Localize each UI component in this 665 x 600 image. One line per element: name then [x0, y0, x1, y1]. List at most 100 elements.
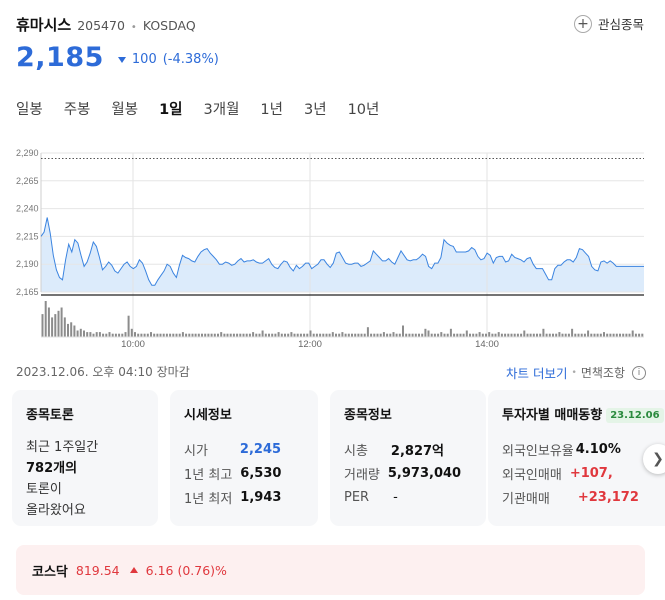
- volume-bar: [287, 333, 290, 337]
- tab-5[interactable]: 1년: [260, 102, 283, 118]
- tab-0[interactable]: 일봉: [16, 102, 43, 118]
- volume-bar: [516, 333, 519, 337]
- discussion-text: 최근 1주일간 782개의 토론이 올라왔어요: [26, 437, 144, 521]
- volume-bar: [130, 328, 133, 337]
- market-name: KOSDAQ: [142, 18, 196, 33]
- chevron-right-icon: ❯: [652, 451, 664, 467]
- volume-bar: [63, 317, 66, 337]
- volume-bar: [98, 332, 101, 337]
- volume-bar: [507, 333, 510, 337]
- volume-bar: [169, 333, 172, 337]
- volume-bar: [299, 333, 302, 337]
- volume-bar: [331, 332, 334, 337]
- more-chart-link[interactable]: 차트 더보기: [506, 366, 568, 381]
- next-card-button[interactable]: ❯: [643, 444, 665, 474]
- volume-bar: [341, 332, 344, 337]
- volume-bar: [354, 333, 357, 337]
- kv-value: +107,: [569, 465, 613, 481]
- volume-bar: [395, 333, 398, 337]
- volume-bar: [599, 333, 602, 337]
- volume-bar: [204, 333, 207, 337]
- discussion-line: 토론이: [26, 482, 62, 497]
- investor-trend-card[interactable]: 투자자별 매매동향 23.12.06 외국인보유율 4.10% 외국인매매 +10…: [488, 390, 665, 526]
- volume-bar: [497, 332, 500, 337]
- info-icon[interactable]: i: [632, 365, 646, 380]
- volume-bar: [338, 333, 341, 337]
- volume-bar: [641, 333, 644, 337]
- volume-bar: [561, 333, 564, 337]
- price-chart[interactable]: 2,290 2,265 2,240 2,215 2,190 2,165 10:00 12:00…: [0, 143, 665, 353]
- x-tick-label: 14:00: [475, 339, 499, 350]
- volume-bar: [558, 332, 561, 337]
- volume-bar: [162, 333, 165, 337]
- volume-bar: [469, 333, 471, 337]
- volume-bar: [443, 333, 446, 337]
- tab-4[interactable]: 3개월: [203, 102, 240, 118]
- volume-bar: [89, 332, 92, 337]
- volume-bar: [181, 332, 184, 337]
- volume-bar: [485, 333, 487, 337]
- title-row: 휴마시스 205470 • KOSDAQ: [16, 14, 656, 35]
- volume-bar: [398, 333, 401, 337]
- market-cap-row: 시총 2,827억: [344, 437, 472, 461]
- volume-bar: [328, 333, 331, 337]
- chart-links: 차트 더보기 • 면책조항 i: [506, 363, 646, 382]
- volume-bar: [213, 333, 216, 337]
- volume-bar: [303, 333, 306, 337]
- volume-bar: [520, 333, 523, 337]
- volume-bar: [319, 333, 322, 337]
- volume-bar: [587, 330, 590, 337]
- y-tick-label: 2,190: [16, 259, 39, 269]
- volume-bar: [178, 333, 181, 337]
- volume-bar: [456, 333, 459, 337]
- volume-bar: [312, 333, 315, 337]
- volume-bar: [261, 330, 264, 337]
- volume-bar: [542, 328, 545, 337]
- volume-bar: [402, 325, 404, 337]
- volume-bar: [577, 333, 580, 337]
- volume-bar: [545, 333, 548, 337]
- volume-bar: [242, 333, 245, 337]
- stock-info-card[interactable]: 종목정보 시총 2,827억 거래량 5,973,040 PER -: [330, 390, 486, 526]
- volume-bar: [357, 333, 360, 337]
- volume-bar: [210, 333, 213, 337]
- volume-bar: [102, 333, 105, 337]
- volume-bar: [526, 333, 529, 337]
- investor-title: 투자자별 매매동향: [502, 408, 603, 423]
- volume-bar: [552, 333, 554, 337]
- tab-6[interactable]: 3년: [303, 102, 327, 118]
- volume-bar: [392, 332, 395, 337]
- year-low-row: 1년 최저 1,943: [184, 485, 304, 509]
- volume-bar: [79, 328, 82, 337]
- stock-name[interactable]: 휴마시스: [16, 16, 72, 34]
- kv-value: 5,973,040: [387, 465, 462, 481]
- card-title: 종목정보: [344, 408, 392, 423]
- volume-bar: [373, 333, 376, 337]
- kv-value: 6,530: [240, 465, 282, 481]
- discussion-card[interactable]: 종목토론 최근 1주일간 782개의 토론이 올라왔어요: [12, 390, 158, 526]
- volume-bar: [111, 333, 114, 337]
- kv-key: 시총: [344, 443, 368, 459]
- watchlist-button[interactable]: + 관심종목: [573, 14, 644, 33]
- stock-header: 휴마시스 205470 • KOSDAQ + 관심종목 2,185 100 (-…: [16, 14, 656, 84]
- volume-bar: [430, 333, 433, 337]
- volume-bar: [347, 333, 350, 337]
- volume-bar: [191, 333, 194, 337]
- volume-bar: [488, 332, 491, 337]
- volume-bar: [137, 333, 140, 337]
- volume-bar: [491, 333, 494, 337]
- tab-2[interactable]: 월봉: [111, 102, 139, 118]
- tab-7[interactable]: 10년: [347, 102, 380, 118]
- tab-1[interactable]: 주봉: [63, 102, 91, 118]
- institution-trade-row: 기관매매 +23,172: [502, 485, 664, 509]
- kosdaq-index-bar[interactable]: 코스닥 819.54 6.16 (0.76)%: [16, 545, 645, 595]
- disclaimer-link[interactable]: 면책조항: [580, 366, 625, 380]
- volume-bar: [114, 333, 117, 337]
- market-info-card[interactable]: 시세정보 시가 2,245 1년 최고 6,530 1년 최저 1,943: [170, 390, 318, 526]
- volume-bar: [146, 333, 149, 337]
- volume-bar: [271, 333, 274, 337]
- tab-3[interactable]: 1일: [159, 102, 183, 118]
- y-tick-label: 2,240: [16, 204, 39, 214]
- kv-key: 시가: [184, 443, 208, 459]
- volume-bar: [532, 333, 535, 337]
